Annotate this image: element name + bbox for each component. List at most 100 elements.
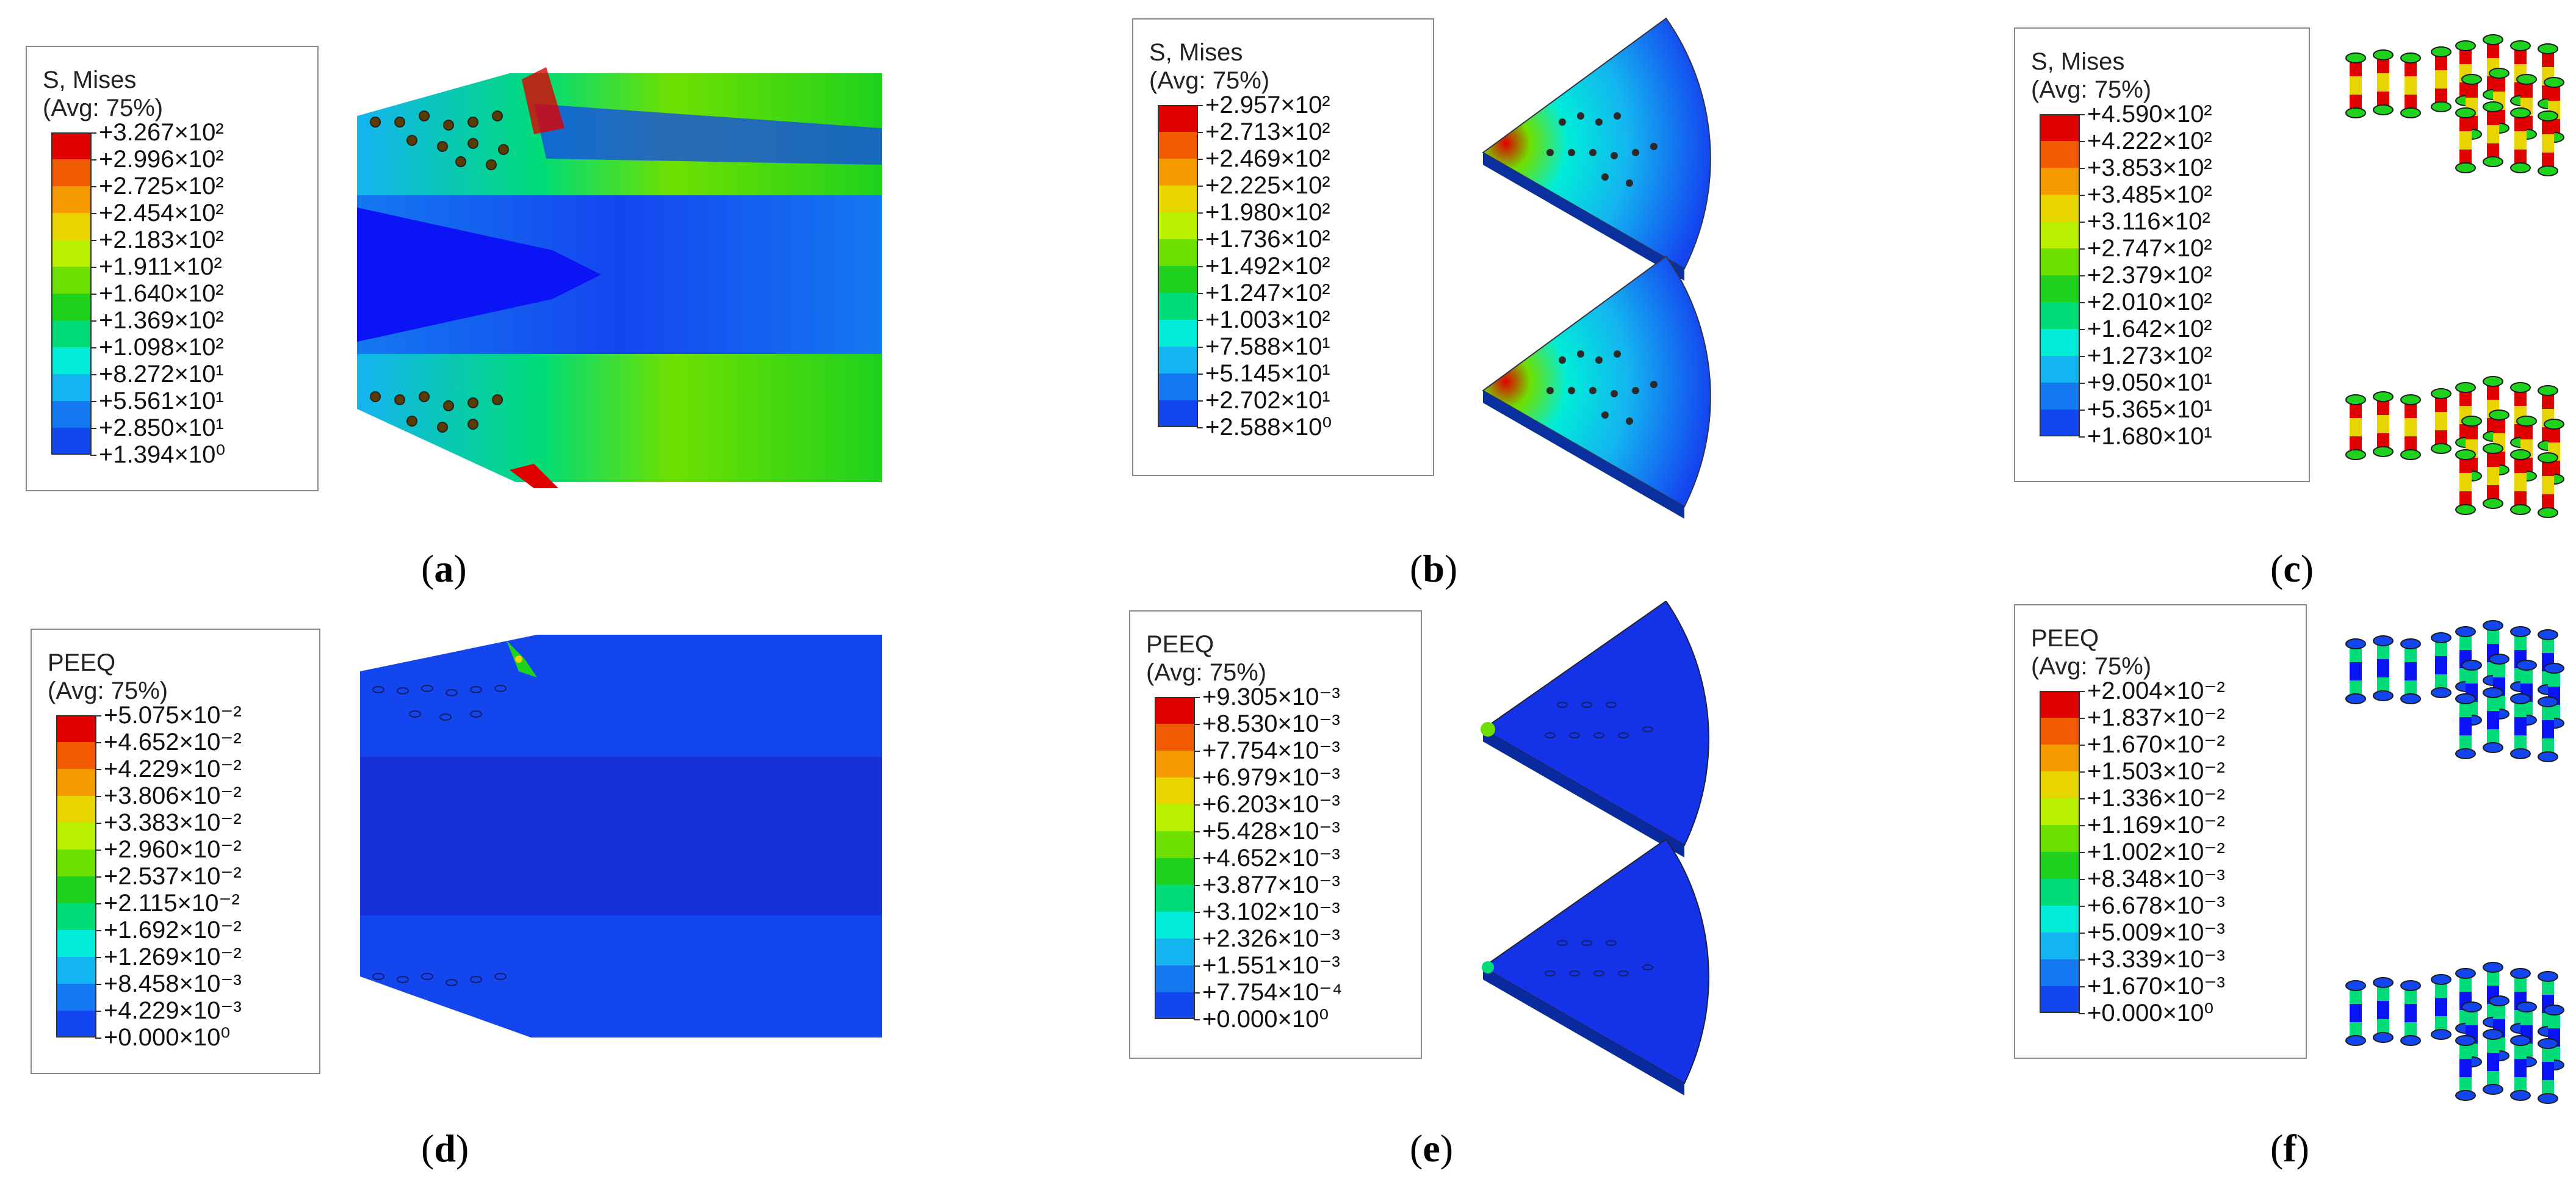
bolt-shank-mid	[2435, 412, 2447, 430]
bolt-shank-mid	[2350, 1004, 2362, 1022]
legend-value: +2.960×10⁻²	[104, 836, 242, 863]
bolt-head	[2538, 385, 2558, 396]
legend-tick	[1197, 373, 1203, 375]
bolt-head	[2483, 101, 2503, 112]
legend-value: +4.590×10²	[2087, 101, 2212, 128]
legend-title: PEEQ	[1146, 631, 1214, 658]
bolt-shank-mid	[2514, 717, 2527, 735]
legend-tick	[2079, 383, 2085, 384]
bolt-head	[2538, 751, 2558, 762]
bolt-shank-mid	[2459, 717, 2472, 735]
legend-title: PEEQ	[2031, 625, 2099, 652]
legend-value: +2.225×10²	[1205, 172, 1330, 199]
legend-d: PEEQ (Avg: 75%) +5.075×10⁻² +4.652×10⁻² +4.2…	[31, 629, 320, 1074]
legend-tick	[1197, 320, 1203, 321]
caption-a: (a)	[421, 547, 467, 590]
bolt-head	[2461, 74, 2482, 85]
legend-tick	[1194, 831, 1200, 832]
bolt-shank-mid	[2542, 720, 2554, 738]
bolt-shank-mid	[2459, 473, 2472, 491]
bolt-head	[2538, 43, 2558, 54]
bolt-head	[2483, 498, 2503, 509]
legend-tick	[2079, 222, 2085, 223]
legend-averaging: (Avg: 75%)	[48, 677, 168, 704]
bolt-shank-mid	[2377, 415, 2389, 433]
legend-tick	[90, 294, 96, 295]
bolt-head	[2431, 46, 2452, 57]
legend-value: +5.561×10¹	[99, 388, 224, 414]
legend-value: +9.305×10⁻³	[1202, 684, 1340, 710]
legend-value: +0.000×10⁰	[104, 1024, 231, 1051]
bolt-shank-mid	[2350, 662, 2362, 680]
bolt-head	[2455, 626, 2476, 637]
bolt-shank-mid	[2350, 418, 2362, 436]
bolt-shank-mid	[2377, 73, 2389, 92]
legend-tick	[2079, 933, 2085, 934]
legend-tick	[95, 796, 101, 797]
legend-tick	[2079, 745, 2085, 746]
bolt-head	[2400, 638, 2421, 649]
legend-value: +1.980×10²	[1205, 199, 1330, 226]
legend-tick	[95, 769, 101, 770]
legend-averaging: (Avg: 75%)	[2031, 76, 2152, 103]
legend-averaging: (Avg: 75%)	[2031, 653, 2152, 680]
legend-value: +2.957×10²	[1205, 92, 1330, 118]
legend-value: +1.003×10²	[1205, 306, 1330, 333]
bolt-head	[2538, 629, 2558, 640]
bolt-head	[2373, 104, 2394, 115]
bolt-head	[2345, 638, 2366, 649]
legend-value: +5.428×10⁻³	[1202, 818, 1340, 845]
legend-tick	[95, 903, 101, 904]
bolt-head	[2483, 34, 2503, 45]
legend-value: +3.383×10⁻²	[104, 809, 242, 836]
bolt-head	[2538, 696, 2558, 707]
bolt-head	[2510, 504, 2531, 515]
legend-tick	[95, 984, 101, 985]
bolt-head	[2400, 107, 2421, 118]
model-f-peeq-bolts	[2345, 620, 2564, 1104]
bolt-head	[2431, 388, 2452, 399]
legend-tick	[95, 823, 101, 824]
legend-value: +2.588×10⁰	[1205, 414, 1332, 441]
bolt-shank-mid	[2459, 1059, 2472, 1077]
legend-value: +1.642×10²	[2087, 316, 2212, 342]
bolt-head	[2483, 620, 2503, 631]
legend-value: +8.272×10¹	[99, 361, 224, 388]
legend-tick	[1197, 132, 1203, 133]
legend-tick	[1197, 186, 1203, 187]
legend-color-swatch	[2040, 825, 2080, 852]
legend-value: +1.736×10²	[1205, 226, 1330, 253]
bolt-head	[2489, 68, 2509, 79]
legend-value: +7.754×10⁻³	[1202, 737, 1340, 764]
legend-tick	[95, 930, 101, 931]
legend-tick	[1194, 912, 1200, 913]
bolt-head	[2510, 1035, 2531, 1046]
legend-value: +1.273×10²	[2087, 342, 2212, 369]
legend-value: +2.702×10¹	[1205, 387, 1330, 414]
bolt-head	[2373, 635, 2394, 646]
legend-tick	[1194, 724, 1200, 725]
legend-color-swatch	[51, 320, 92, 347]
bolt-head	[2544, 1005, 2564, 1016]
bolt-shank-mid	[2435, 70, 2447, 88]
legend-color-swatch	[2040, 718, 2080, 745]
bolt-shank-mid	[2514, 131, 2527, 150]
legend-tick	[2079, 356, 2085, 357]
legend-color-bar-frame	[56, 715, 96, 1037]
legend-f: PEEQ (Avg: 75%) +2.004×10⁻² +1.837×10⁻² +1.6…	[2014, 604, 2307, 1059]
caption-d: (d)	[421, 1127, 469, 1170]
legend-title: S, Mises	[1149, 39, 1243, 66]
legend-tick	[2079, 168, 2085, 169]
legend-tick	[2079, 302, 2085, 303]
bolt-head	[2431, 687, 2452, 698]
legend-tick	[90, 159, 96, 161]
bolt-shank-mid	[2542, 476, 2554, 494]
bolt-head	[2455, 162, 2476, 173]
bolt-head	[2510, 626, 2531, 637]
legend-color-swatch	[2040, 356, 2080, 383]
legend-value: +1.503×10⁻²	[2087, 758, 2225, 785]
legend-tick	[1194, 965, 1200, 967]
model-c-mises-bolts	[2345, 34, 2564, 518]
legend-value: +1.394×10⁰	[99, 441, 226, 468]
legend-tick	[1194, 751, 1200, 752]
